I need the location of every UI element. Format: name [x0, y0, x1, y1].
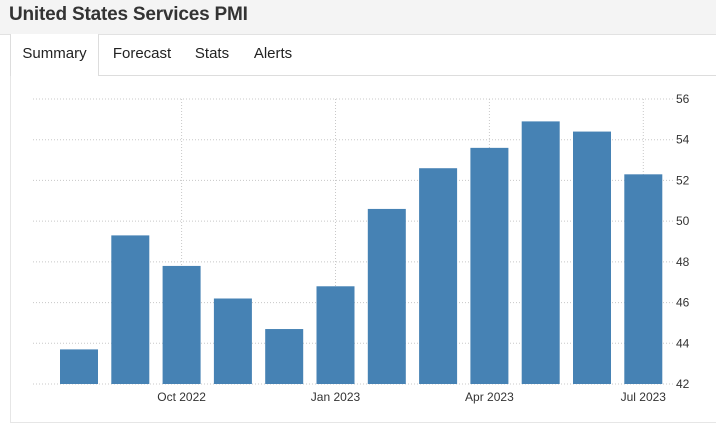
- bar-jan-2023[interactable]: [316, 286, 355, 384]
- y-tick-label: 50: [676, 214, 690, 228]
- x-tick-label: Jan 2023: [311, 390, 361, 404]
- y-tick-label: 56: [676, 92, 690, 106]
- x-tick-label: Oct 2022: [157, 390, 206, 404]
- bar-jul-2023[interactable]: [624, 174, 663, 384]
- y-axis-ticks: 42 44 46 48 50 52 54 56: [676, 92, 690, 391]
- bar-dec-2022[interactable]: [265, 329, 304, 384]
- y-tick-label: 42: [676, 377, 690, 391]
- bar-nov-2022[interactable]: [213, 298, 252, 385]
- y-tick-label: 48: [676, 255, 690, 269]
- y-tick-label: 46: [676, 296, 690, 310]
- y-tick-label: 52: [676, 173, 690, 187]
- tab-bar: Summary Forecast Stats Alerts: [10, 34, 716, 76]
- x-tick-label: Jul 2023: [621, 390, 667, 404]
- bar-aug-2022[interactable]: [60, 349, 98, 384]
- x-tick-label: Apr 2023: [465, 390, 514, 404]
- bar-jun-2023[interactable]: [573, 131, 611, 384]
- y-tick-label: 54: [676, 133, 690, 147]
- tab-alerts[interactable]: Alerts: [253, 45, 293, 62]
- bar-may-2023[interactable]: [521, 121, 560, 385]
- tab-stats[interactable]: Stats: [194, 45, 230, 62]
- bar-mar-2023[interactable]: [419, 168, 458, 384]
- chart-panel: [10, 76, 716, 423]
- tab-forecast[interactable]: Forecast: [112, 45, 172, 62]
- bar-oct-2022[interactable]: [162, 265, 201, 384]
- x-axis-ticks: Oct 2022 Jan 2023 Apr 2023 Jul 2023: [157, 390, 666, 404]
- bar-feb-2023[interactable]: [367, 208, 406, 384]
- bar-apr-2023[interactable]: [470, 147, 509, 384]
- y-tick-label: 44: [676, 336, 690, 350]
- bar-sep-2022[interactable]: [111, 235, 150, 384]
- bars: [60, 121, 663, 385]
- tab-summary[interactable]: Summary: [10, 34, 99, 76]
- title-bar: United States Services PMI: [0, 0, 716, 35]
- page-title: United States Services PMI: [9, 4, 248, 25]
